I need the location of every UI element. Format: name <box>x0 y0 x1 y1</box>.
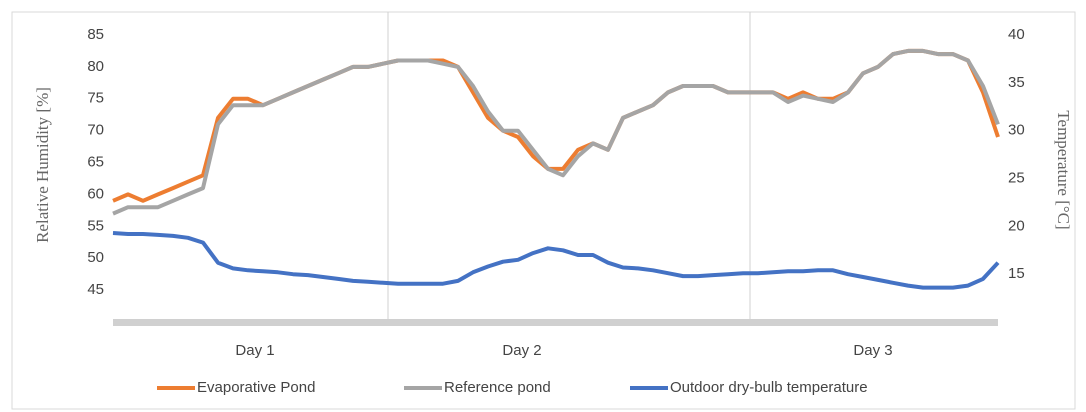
series-line <box>112 231 1000 290</box>
x-tick-label: Day 2 <box>502 342 541 359</box>
y-tick-label: 55 <box>87 217 104 234</box>
y-axis-title: Relative Humidity [%] <box>33 87 52 243</box>
x-tick-label: Day 3 <box>853 342 892 359</box>
y2-tick-label: 25 <box>1008 169 1025 186</box>
x-axis <box>113 319 998 326</box>
y2-tick-label: 20 <box>1008 217 1025 234</box>
y-tick-label: 85 <box>87 26 104 43</box>
y-tick-label: 65 <box>87 154 104 171</box>
legend-label: Reference pond <box>444 379 551 396</box>
legend-label: Evaporative Pond <box>197 379 315 396</box>
y2-tick-label: 30 <box>1008 122 1025 139</box>
y-tick-label: 45 <box>87 281 104 298</box>
y2-axis-title: Temperature [°C] <box>1054 110 1073 229</box>
y-tick-label: 80 <box>87 58 104 75</box>
y-tick-label: 70 <box>87 122 104 139</box>
y2-tick-label: 15 <box>1008 265 1025 282</box>
series-line <box>112 48 1000 216</box>
y-tick-label: 60 <box>87 185 104 202</box>
y-tick-label: 50 <box>87 249 104 266</box>
y2-tick-label: 40 <box>1008 26 1025 43</box>
x-tick-label: Day 1 <box>235 342 274 359</box>
y2-tick-label: 35 <box>1008 74 1025 91</box>
y-tick-label: 75 <box>87 90 104 107</box>
chart-frame <box>11 11 1076 410</box>
legend-label: Outdoor dry-bulb temperature <box>670 379 868 396</box>
